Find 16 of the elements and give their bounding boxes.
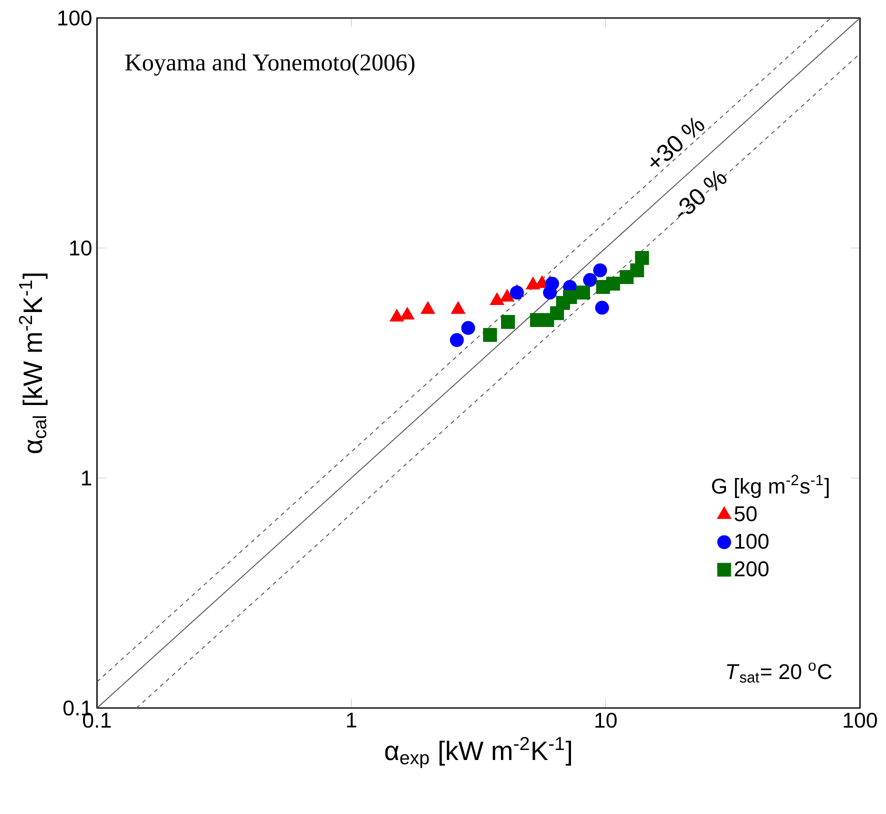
x-tick-label: 10 xyxy=(595,712,617,728)
x-axis-title: α$_{exp}$ [kW m$^{-2}$K$^{-1}$] xyxy=(385,736,572,768)
annotation: Koyama and Yonemoto(2006) xyxy=(125,54,414,76)
y-axis-title: α$_{cal}$ [kW m$^{-2}$K$^{-1}$] xyxy=(18,274,48,454)
legend-label: 200 xyxy=(734,561,769,576)
y-tick-label: 10 xyxy=(70,240,92,256)
x-tick-label: 1 xyxy=(347,712,356,728)
y-tick-label: 100 xyxy=(58,10,92,26)
annotation: +30 % xyxy=(650,117,704,168)
x-tick-label: 100 xyxy=(844,712,877,728)
annotation: -30 % xyxy=(678,170,726,218)
annotation: T$_{sat}$= 20 $^{o}$C xyxy=(727,662,832,683)
legend-label: 100 xyxy=(735,534,769,549)
y-tick-label: 1 xyxy=(82,470,92,486)
legend-title: G [kg m$^{-2}$s$^{-1}$] xyxy=(712,474,829,498)
legend-label: 50 xyxy=(734,506,757,522)
